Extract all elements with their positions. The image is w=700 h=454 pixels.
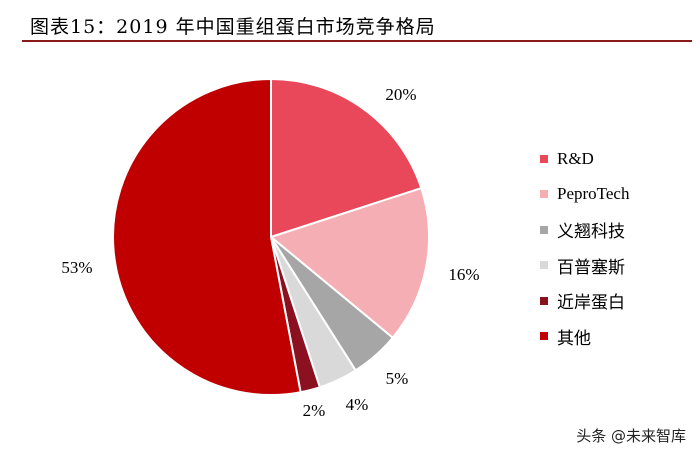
legend-swatch [540, 332, 548, 341]
legend-item-6: 其他 [540, 319, 629, 355]
legend-item-1: R&D [540, 141, 629, 177]
legend-swatch [540, 261, 548, 270]
title-bar: 图表15：2019 年中国重组蛋白市场竞争格局 [22, 6, 692, 42]
legend-label: 近岸蛋白 [557, 293, 625, 313]
slice-label-1: 20% [385, 85, 416, 104]
legend-swatch [540, 190, 548, 199]
legend-item-3: 义翘科技 [540, 212, 629, 248]
legend-label: 百普塞斯 [557, 257, 625, 277]
legend-item-2: PeproTech [540, 177, 629, 213]
chart-title: 图表15：2019 年中国重组蛋白市场竞争格局 [30, 16, 436, 38]
slice-label-5: 2% [303, 401, 326, 420]
legend-label: 其他 [557, 328, 591, 348]
slice-label-6: 53% [61, 258, 92, 277]
legend-item-5: 近岸蛋白 [540, 283, 629, 319]
slice-label-4: 4% [346, 395, 369, 414]
slice-label-3: 5% [386, 369, 409, 388]
legend-swatch [540, 296, 548, 305]
legend-label: R&D [557, 148, 594, 168]
slice-label-2: 16% [448, 265, 479, 284]
pie-slice-6 [111, 77, 302, 396]
pie-slice-2 [268, 186, 430, 340]
legend-label: 义翘科技 [557, 222, 625, 242]
legend-label: PeproTech [557, 184, 630, 204]
watermark: 头条 @未来智库 [576, 427, 686, 445]
legend-swatch [540, 154, 548, 163]
legend-item-4: 百普塞斯 [540, 248, 629, 284]
pie-slice-1 [270, 77, 423, 239]
legend: R&D PeproTech 义翘科技百普塞斯近岸蛋白其他 [540, 141, 629, 354]
legend-swatch [540, 225, 548, 234]
